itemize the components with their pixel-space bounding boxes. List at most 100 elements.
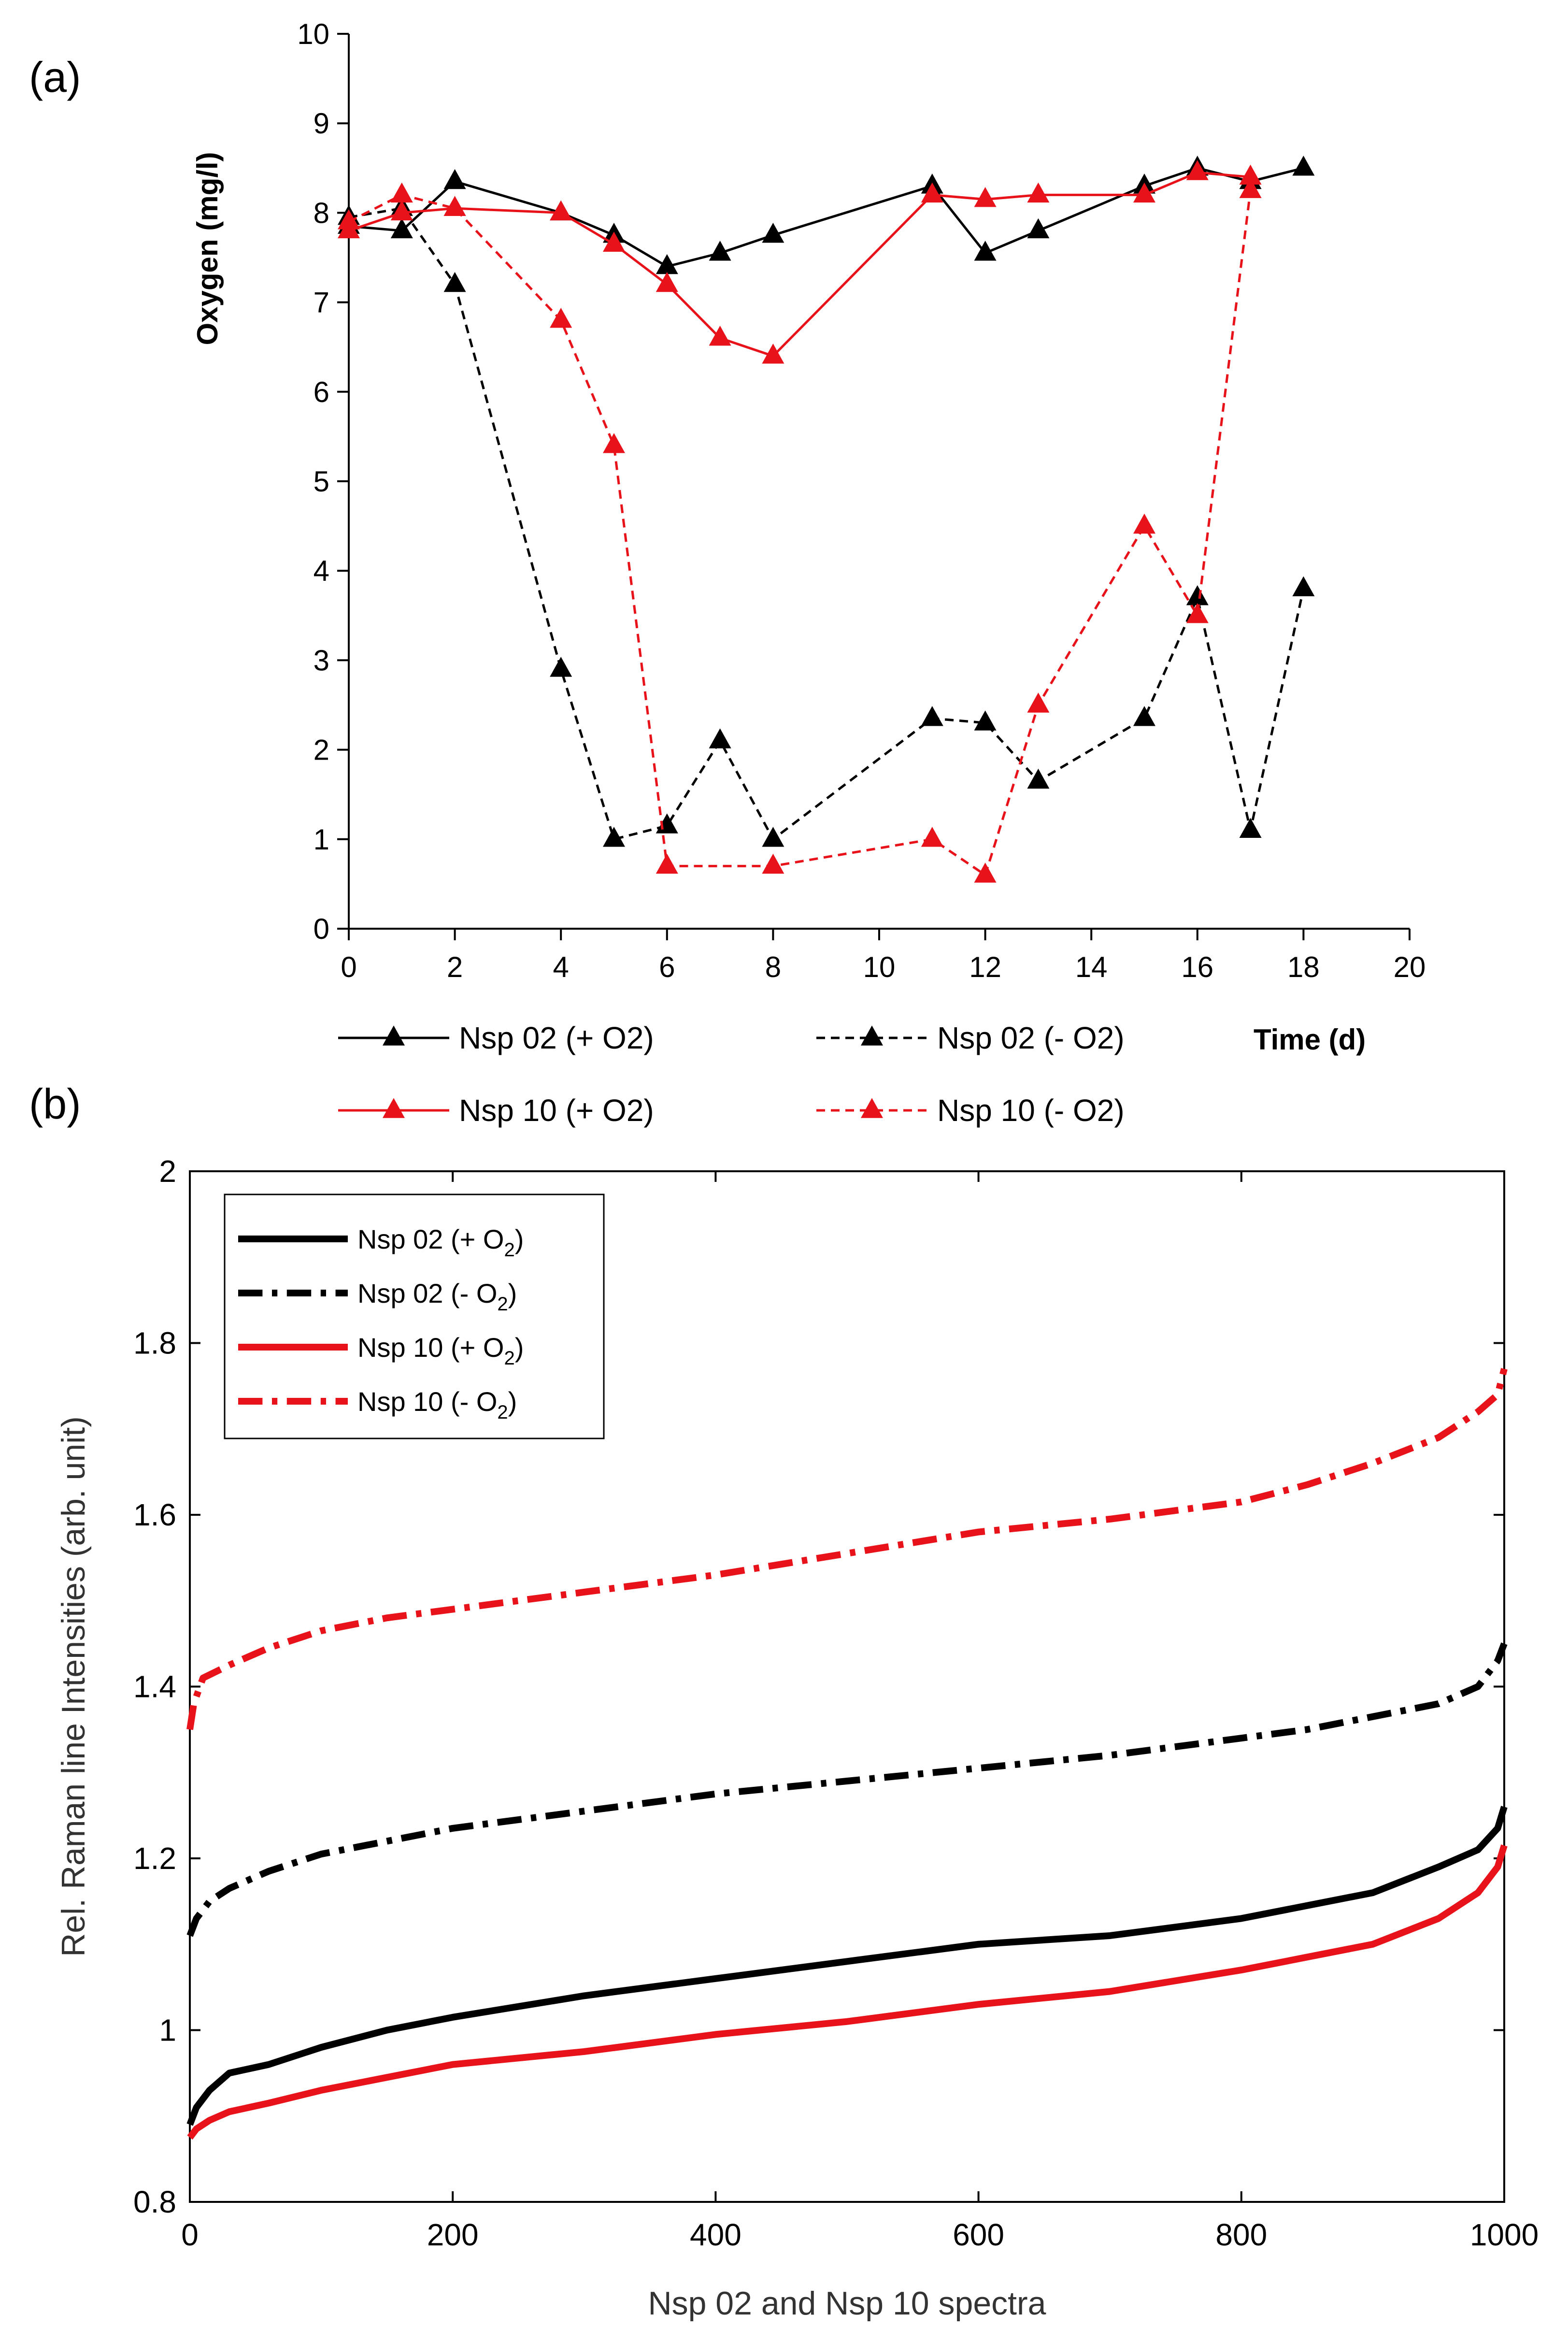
panel-a-ytick-label: 2 — [314, 734, 329, 766]
panel-b-ytick-label: 1.4 — [133, 1669, 176, 1704]
panel-b-legend-label: Nsp 02 (+ O2) — [357, 1224, 524, 1261]
panel-b-legend: Nsp 02 (+ O2)Nsp 02 (- O2)Nsp 10 (+ O2)N… — [224, 1193, 605, 1439]
panel-a-xtick-label: 10 — [863, 951, 896, 983]
panel-a-data-point — [390, 182, 413, 203]
panel-a-legend: Nsp 02 (+ O2) Nsp 02 (- O2) Nsp 10 (+ O2) N… — [338, 1021, 1125, 1128]
panel-a-series-line — [348, 171, 1251, 358]
panel-a-data-point — [709, 241, 731, 261]
panel-a-data-point — [656, 853, 678, 874]
panel-a-xtick-label: 0 — [341, 951, 356, 983]
panel-b-legend-label-main: Nsp 10 (- O — [357, 1386, 497, 1417]
panel-a-data-point — [656, 813, 678, 834]
panel-a-data-point — [1027, 768, 1050, 789]
panel-b-series — [186, 1368, 1508, 2140]
panel-a-legend-entry: Nsp 02 (- O2) — [816, 1021, 1125, 1055]
panel-a-legend-marker — [383, 1098, 405, 1118]
panel-b-ytick-label: 1.2 — [133, 1841, 176, 1876]
panel-a-data-point — [1292, 156, 1315, 176]
panel-a-data-point — [390, 218, 413, 239]
panel-b-legend-entry: Nsp 10 (- O2) — [238, 1386, 517, 1423]
panel-b-legend-label: Nsp 02 (- O2) — [357, 1278, 517, 1315]
panel-b-legend-label: Nsp 10 (- O2) — [357, 1386, 517, 1423]
panel-b-xtick-label: 400 — [690, 2217, 741, 2252]
panel-b-xtick-label: 600 — [953, 2217, 1004, 2252]
panel-a-xtick-label: 6 — [659, 951, 675, 983]
panel-b-legend-label-sub: 2 — [497, 1402, 508, 1423]
panel-b-ytick-label: 2 — [159, 1154, 176, 1189]
panel-a-data-point — [443, 196, 466, 216]
panel-a-data-point — [656, 272, 678, 292]
panel-a-data-point — [974, 862, 997, 883]
panel-a-series-4 — [338, 178, 1262, 883]
panel-a-data-point — [550, 307, 572, 328]
panel-a-legend-entry: Nsp 02 (+ O2) — [338, 1021, 654, 1055]
panel-a-data-point — [338, 209, 360, 230]
panel-a-data-point — [974, 241, 997, 261]
panel-b-legend-label-end: ) — [515, 1224, 524, 1254]
panel-a-series-1 — [338, 156, 1315, 274]
panel-b-series-line-2 — [186, 1642, 1508, 1937]
panel-a-data-point — [550, 200, 572, 221]
panel-b-legend-label-sub: 2 — [504, 1348, 514, 1369]
panel-a-series-line — [348, 167, 1304, 268]
panel-a-data-point — [762, 827, 784, 847]
panel-b-axes: 0.8 1 1.2 1.4 1.6 1.8 2 0 200 400 600 800 1000 — [133, 1154, 1539, 2252]
panel-a-series-3 — [338, 160, 1262, 364]
panel-a-legend-entry: Nsp 10 (- O2) — [816, 1093, 1125, 1128]
panel-b-ytick-label: 1.8 — [133, 1326, 176, 1361]
panel-a-label: (a) — [29, 53, 81, 101]
panel-b-xlabel: Nsp 02 and Nsp 10 spectra — [648, 2285, 1046, 2322]
panel-b-label: (b) — [29, 1080, 81, 1128]
panel-a-data-point — [974, 187, 997, 207]
panel-a-ytick-label: 9 — [314, 107, 329, 140]
panel-a-xtick-label: 18 — [1287, 951, 1320, 983]
panel-a-data-point — [1186, 160, 1209, 180]
panel-a-xtick-label: 2 — [447, 951, 463, 983]
panel-a-data-point — [390, 200, 413, 221]
panel-a-legend-marker — [861, 1025, 883, 1046]
panel-a-data-point — [921, 706, 943, 726]
panel-b-legend-label-end: ) — [508, 1386, 517, 1417]
panel-a-legend-label: Nsp 10 (- O2) — [937, 1093, 1125, 1128]
panel-a-data-point — [603, 231, 625, 252]
panel-b-ylabel: Rel. Raman line Intensities (arb. unit) — [55, 1416, 92, 1957]
panel-a-data-point — [921, 182, 943, 203]
panel-a-data-point — [603, 433, 625, 453]
panel-a-legend-label: Nsp 02 (+ O2) — [459, 1021, 654, 1055]
panel-a-ytick-label: 0 — [314, 913, 329, 945]
panel-b-legend-label-sub: 2 — [504, 1239, 514, 1261]
panel-a-data-point — [603, 827, 625, 847]
panel-a-data-point — [1239, 178, 1262, 198]
panel-b-legend-box — [224, 1193, 605, 1439]
panel-a-ytick-label: 5 — [314, 465, 329, 498]
panel-b-xtick-label: 200 — [427, 2217, 479, 2252]
panel-b-legend-entry: Nsp 02 (- O2) — [238, 1278, 517, 1315]
panel-a-data-point — [1239, 818, 1262, 838]
panel-a-xtick-label: 14 — [1075, 951, 1108, 983]
panel-a-ytick-label: 6 — [314, 376, 329, 408]
panel-b-series-line-1 — [186, 1806, 1508, 2126]
panel-b-legend-label-end: ) — [508, 1278, 517, 1308]
panel-a-ytick-label: 7 — [314, 287, 329, 319]
panel-a-data-point — [709, 326, 731, 346]
panel-a-series-2 — [338, 196, 1315, 847]
panel-b-xtick-label: 800 — [1215, 2217, 1267, 2252]
panel-a-legend-marker — [383, 1025, 405, 1046]
panel-b-legend-label-main: Nsp 02 (+ O — [357, 1224, 504, 1254]
panel-a-data-point — [443, 169, 466, 189]
panel-b: (b) 0.8 1 1.2 1.4 1.6 1.8 2 0 200 400 600 800 1000 R… — [29, 1080, 1539, 2322]
panel-a-legend-marker — [861, 1098, 883, 1118]
panel-a-data-point — [443, 272, 466, 292]
panel-a-ytick-label: 1 — [314, 823, 329, 856]
panel-a-data-point — [921, 827, 943, 847]
panel-a-data-point — [762, 223, 784, 243]
panel-a-xlabel: Time (d) — [1254, 1023, 1366, 1056]
panel-a-legend-label: Nsp 02 (- O2) — [937, 1021, 1125, 1055]
panel-a-data-point — [762, 344, 784, 364]
panel-a-xtick-label: 4 — [553, 951, 569, 983]
panel-b-legend-label: Nsp 10 (+ O2) — [357, 1332, 524, 1369]
panel-a-series-line — [348, 190, 1252, 877]
